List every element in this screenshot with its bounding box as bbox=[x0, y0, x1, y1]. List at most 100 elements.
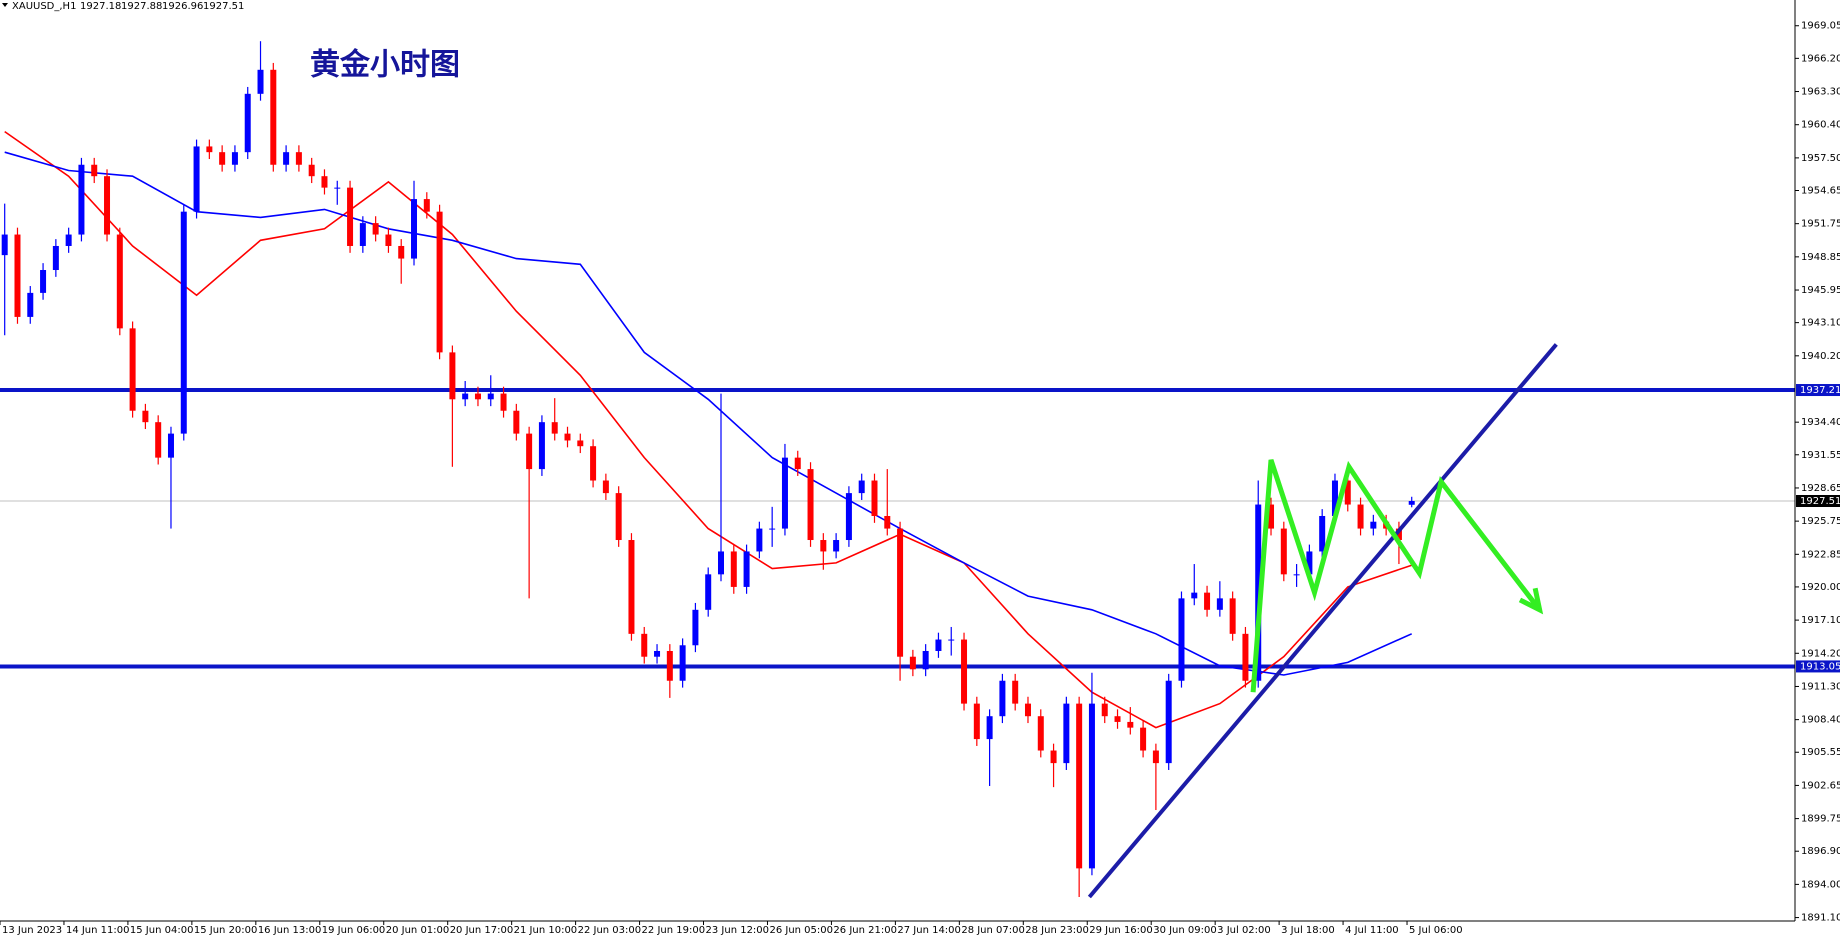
candle-body bbox=[1395, 528, 1402, 541]
candle-body bbox=[244, 93, 251, 153]
candle-body bbox=[104, 176, 111, 235]
candle-body bbox=[1408, 501, 1415, 505]
x-tick-label: 29 Jun 16:00 bbox=[1089, 925, 1153, 936]
ohlc-high: 1927.88 bbox=[121, 1, 162, 12]
candle-body bbox=[1331, 480, 1338, 516]
candle-body bbox=[91, 164, 98, 177]
x-tick-label: 13 Jun 2023 bbox=[2, 925, 62, 936]
x-tick-label: 26 Jun 21:00 bbox=[833, 925, 897, 936]
candle-body bbox=[129, 328, 136, 411]
candle-body bbox=[717, 551, 724, 575]
candle-body bbox=[1344, 480, 1351, 505]
candle-body bbox=[180, 211, 187, 434]
x-tick-label: 30 Jun 09:00 bbox=[1153, 925, 1217, 936]
symbol: XAUUSD_,H1 bbox=[12, 1, 76, 12]
candle-body bbox=[564, 433, 571, 441]
candle-body bbox=[1357, 504, 1364, 529]
x-tick-label: 20 Jun 01:00 bbox=[386, 925, 450, 936]
candle-body bbox=[1216, 598, 1223, 610]
candle-body bbox=[449, 352, 456, 400]
candle-body bbox=[577, 440, 584, 447]
candle-body bbox=[78, 164, 85, 235]
candle-body bbox=[1152, 750, 1159, 764]
candle-body bbox=[1101, 703, 1108, 717]
candle-body bbox=[820, 540, 827, 552]
y-tick-label: 1914.20 bbox=[1801, 648, 1840, 659]
candle-body bbox=[897, 528, 904, 657]
y-tick-label: 1905.55 bbox=[1801, 747, 1840, 758]
current-price-label: 1927.51 bbox=[1800, 496, 1840, 507]
candle-body bbox=[219, 152, 226, 165]
y-tick-label: 1896.90 bbox=[1801, 846, 1840, 857]
candle-body bbox=[155, 422, 162, 458]
y-tick-label: 1943.10 bbox=[1801, 318, 1840, 329]
candle-body bbox=[1280, 528, 1287, 575]
x-tick-label: 3 Jul 02:00 bbox=[1217, 925, 1271, 936]
candle-body bbox=[1, 234, 8, 256]
candle-body bbox=[743, 551, 750, 587]
y-tick-label: 1922.85 bbox=[1801, 549, 1840, 560]
x-tick-label: 28 Jun 23:00 bbox=[1025, 925, 1089, 936]
candle-body bbox=[973, 703, 980, 740]
candle-body bbox=[334, 187, 341, 189]
y-tick-label: 1960.40 bbox=[1801, 120, 1840, 131]
candle-body bbox=[462, 393, 469, 400]
candle-body bbox=[385, 234, 392, 246]
candle-body bbox=[14, 234, 21, 317]
current-price-box bbox=[1796, 495, 1840, 508]
candle-body bbox=[411, 199, 418, 259]
candle-body bbox=[999, 680, 1006, 717]
candle-body bbox=[142, 410, 149, 423]
candle-body bbox=[641, 633, 648, 657]
x-tick-label: 14 Jun 11:00 bbox=[66, 925, 130, 936]
candle-body bbox=[922, 650, 929, 670]
candle-body bbox=[986, 716, 993, 740]
ohlc-low: 1926.96 bbox=[162, 1, 203, 12]
y-tick-label: 1925.75 bbox=[1801, 516, 1840, 527]
candle-body bbox=[602, 480, 609, 494]
candle-body bbox=[807, 469, 814, 541]
y-tick-label: 1911.30 bbox=[1801, 681, 1840, 692]
y-tick-label: 1899.75 bbox=[1801, 814, 1840, 825]
candle-body bbox=[257, 69, 264, 94]
candle-body bbox=[398, 245, 405, 259]
candle-body bbox=[1037, 716, 1044, 751]
trend-line bbox=[1087, 343, 1558, 899]
y-tick-label: 1908.40 bbox=[1801, 715, 1840, 726]
y-tick-label: 1966.20 bbox=[1801, 53, 1840, 64]
y-tick-label: 1934.40 bbox=[1801, 417, 1840, 428]
candle-body bbox=[359, 223, 366, 246]
candle-body bbox=[1370, 521, 1377, 529]
candle-body bbox=[858, 480, 865, 494]
candle-body bbox=[1255, 504, 1262, 681]
candle-body bbox=[474, 393, 481, 400]
candle-body bbox=[1229, 598, 1236, 634]
candle-body bbox=[615, 493, 622, 541]
candle-body bbox=[871, 480, 878, 516]
y-tick-label: 1951.75 bbox=[1801, 219, 1840, 230]
candle-body bbox=[538, 422, 545, 470]
candle-body bbox=[1319, 515, 1326, 552]
y-tick-label: 1920.00 bbox=[1801, 582, 1840, 593]
x-tick-label: 21 Jun 10:00 bbox=[514, 925, 578, 936]
y-tick-label: 1948.85 bbox=[1801, 252, 1840, 263]
candle-body bbox=[295, 152, 302, 165]
candle-body bbox=[487, 393, 494, 400]
candle-body bbox=[692, 609, 699, 646]
candle-body bbox=[423, 199, 430, 212]
candle-body bbox=[1268, 504, 1275, 529]
y-tick-label: 1940.20 bbox=[1801, 351, 1840, 362]
y-tick-label: 1917.10 bbox=[1801, 615, 1840, 626]
candle-body bbox=[1140, 727, 1147, 751]
candle-body bbox=[1050, 750, 1057, 764]
candle-body bbox=[756, 528, 763, 552]
candle-body bbox=[308, 164, 315, 177]
candle-body bbox=[65, 234, 72, 246]
candle-body bbox=[1063, 703, 1070, 764]
candle-body bbox=[40, 270, 47, 293]
menu-icon[interactable] bbox=[2, 3, 8, 7]
candle-body bbox=[372, 223, 379, 235]
y-tick-label: 1969.05 bbox=[1801, 21, 1840, 32]
projection-arrow bbox=[1250, 459, 1542, 693]
